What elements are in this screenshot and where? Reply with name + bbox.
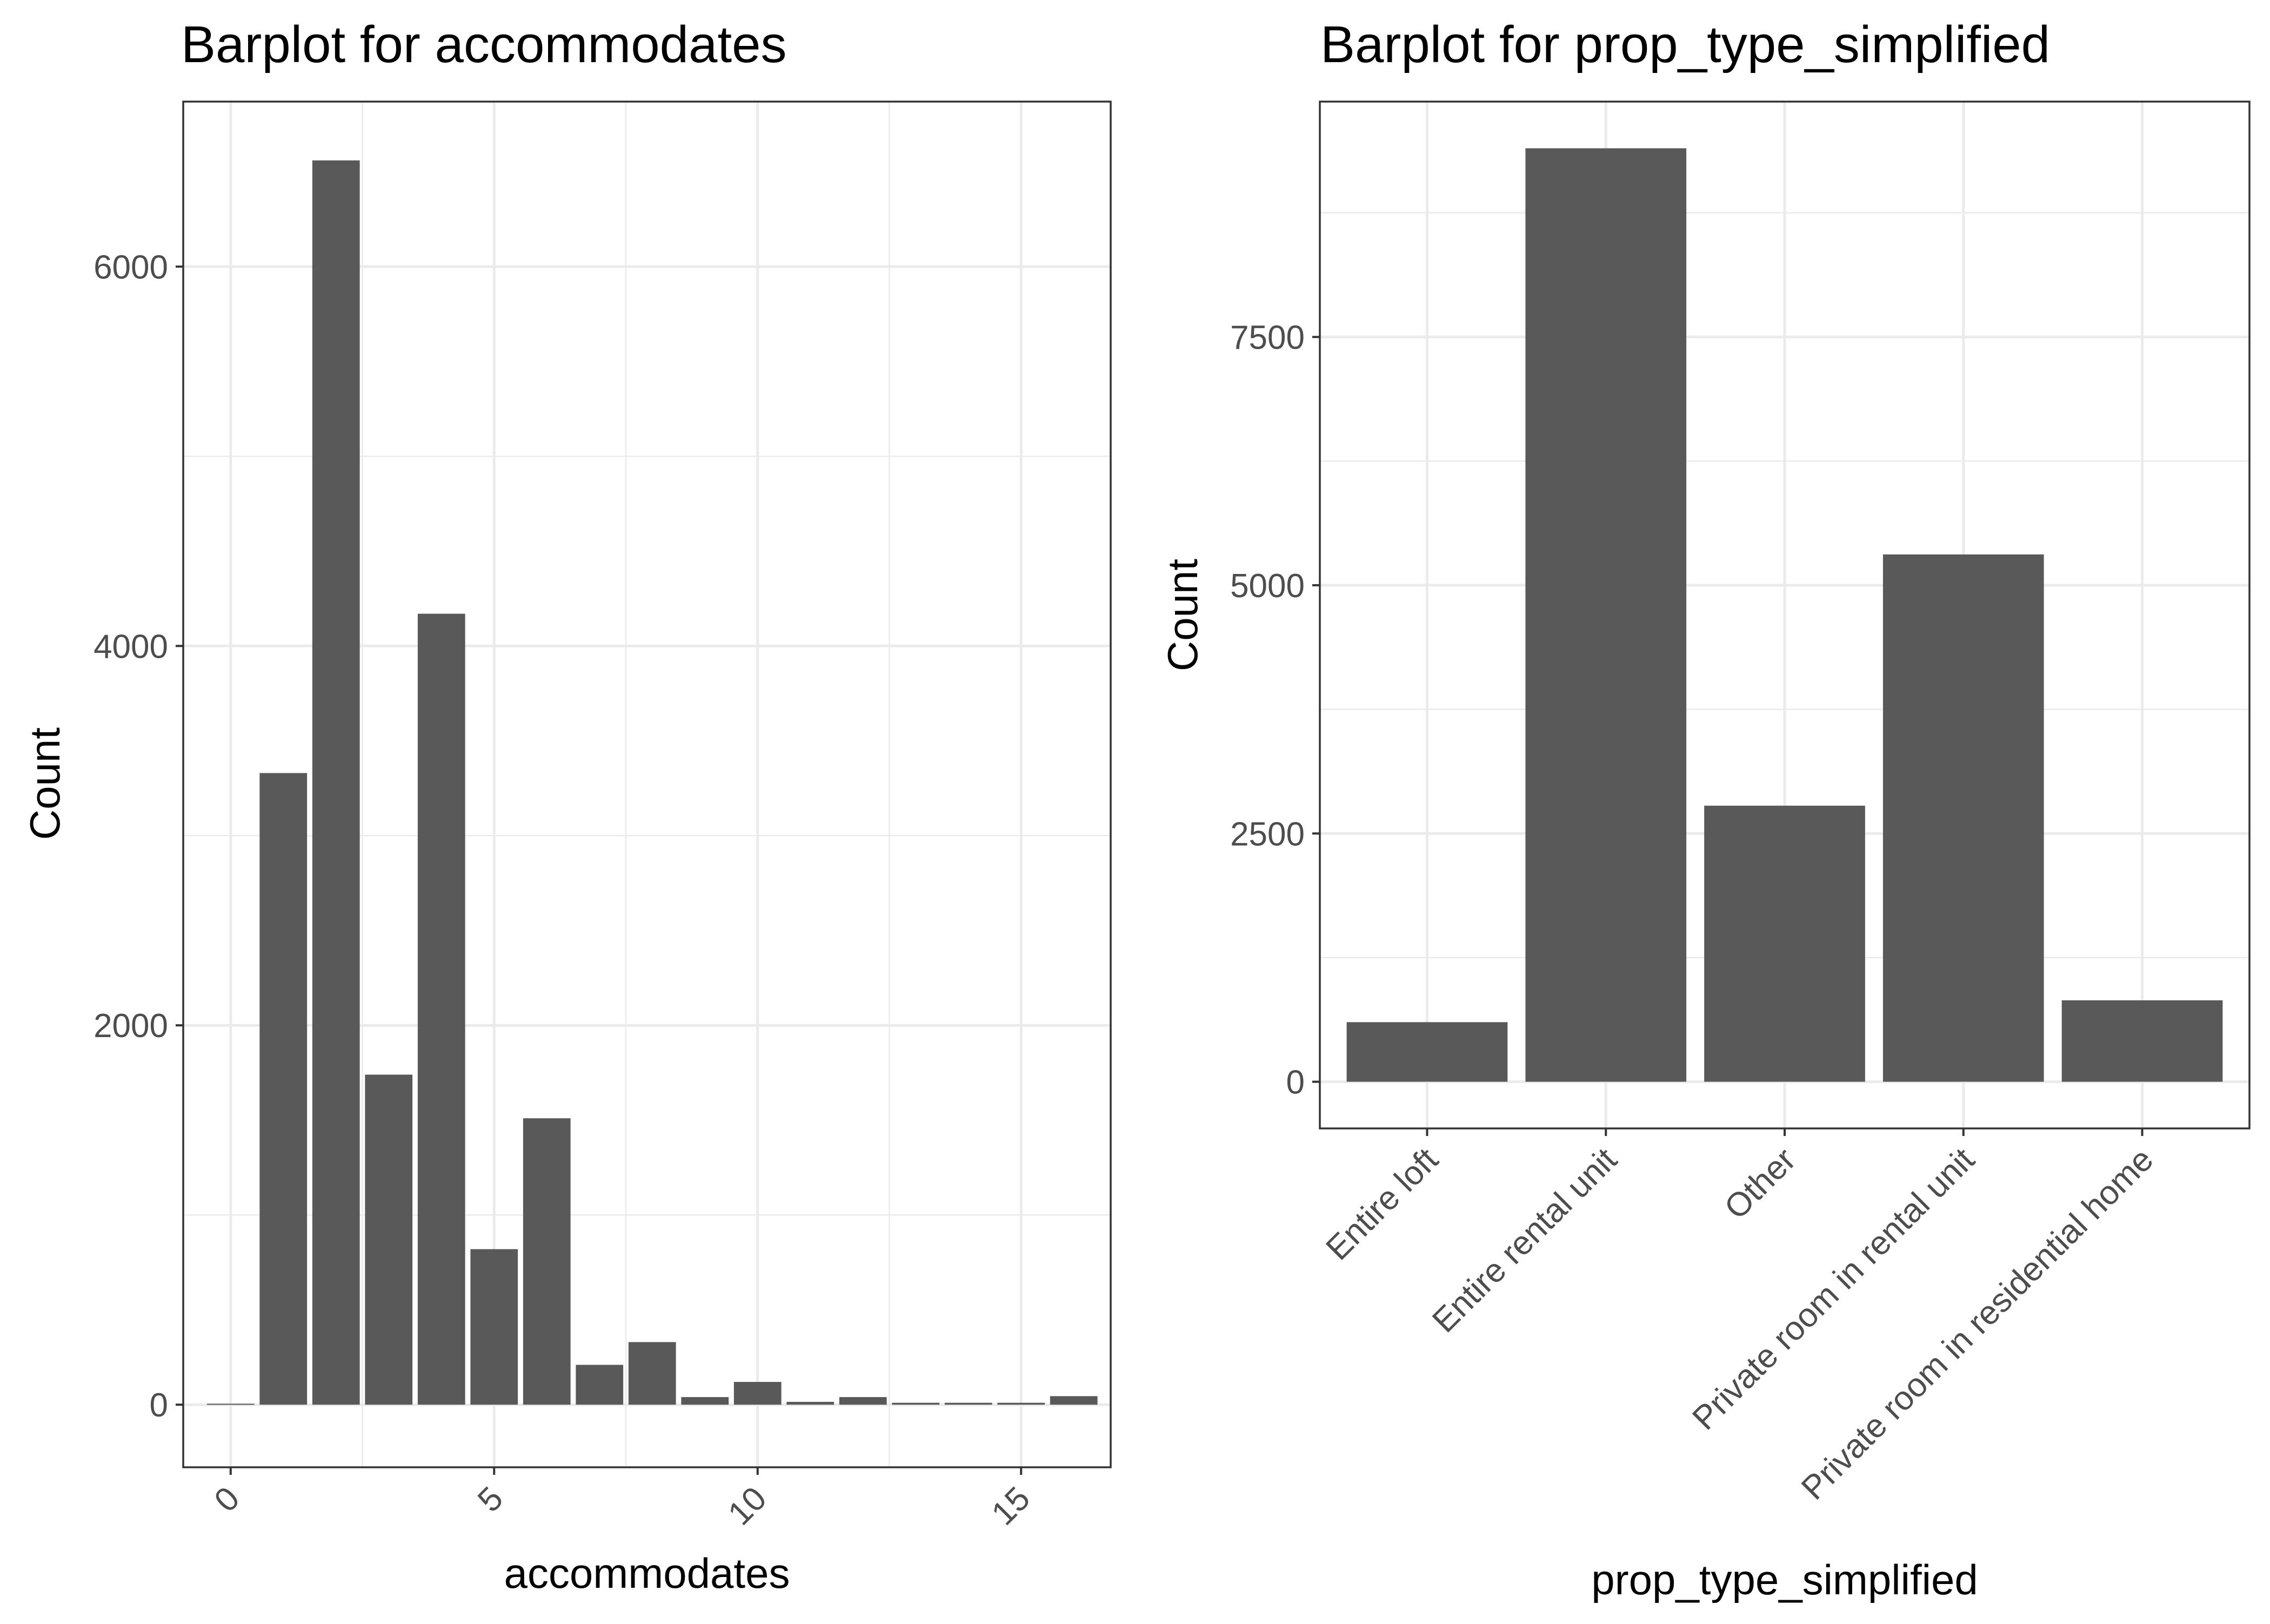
chart-title: Barplot for prop_type_simplified bbox=[1320, 16, 2050, 73]
y-tick-label: 4000 bbox=[94, 628, 168, 665]
chart-title: Barplot for accommodates bbox=[181, 16, 787, 73]
y-axis-title: Count bbox=[1159, 559, 1206, 671]
y-tick-label: 2000 bbox=[94, 1007, 168, 1045]
bar bbox=[417, 613, 465, 1405]
bar bbox=[259, 773, 308, 1405]
bars bbox=[206, 160, 1098, 1405]
y-tick-label: 0 bbox=[1286, 1064, 1305, 1101]
bar bbox=[470, 1249, 518, 1405]
y-tick-label: 6000 bbox=[94, 249, 168, 286]
bar bbox=[206, 1404, 255, 1405]
x-axis-title: prop_type_simplified bbox=[1591, 1556, 1978, 1603]
bar bbox=[839, 1397, 887, 1405]
bar bbox=[365, 1074, 413, 1405]
y-tick-label: 0 bbox=[150, 1387, 168, 1424]
y-axis-title: Count bbox=[21, 727, 69, 840]
x-axis-title: accommodates bbox=[504, 1549, 790, 1597]
y-tick-label: 2500 bbox=[1230, 816, 1305, 853]
chart-accommodates: Barplot for accommodates 0 2000 4000 6000 0… bbox=[21, 16, 1112, 1597]
bar bbox=[892, 1402, 940, 1405]
bar bbox=[576, 1365, 624, 1405]
bar bbox=[1346, 1022, 1508, 1082]
bar bbox=[1050, 1396, 1098, 1405]
bars bbox=[1346, 148, 2223, 1082]
bar bbox=[733, 1382, 782, 1405]
bar bbox=[944, 1402, 992, 1405]
bar bbox=[681, 1397, 729, 1405]
y-axis-ticks: 0 2000 4000 6000 bbox=[94, 249, 183, 1424]
bar bbox=[628, 1342, 676, 1405]
y-tick-label: 7500 bbox=[1230, 319, 1305, 356]
panel-border bbox=[182, 101, 1112, 1468]
bar bbox=[1882, 554, 2044, 1082]
bar bbox=[1704, 805, 1865, 1082]
bar bbox=[786, 1401, 834, 1405]
bar bbox=[312, 160, 360, 1405]
bar bbox=[1525, 148, 1687, 1082]
bar bbox=[997, 1402, 1045, 1405]
bar bbox=[2061, 1000, 2223, 1082]
y-axis-ticks: 0 2500 5000 7500 bbox=[1230, 319, 1320, 1101]
bar bbox=[523, 1118, 571, 1405]
y-tick-label: 5000 bbox=[1230, 567, 1305, 605]
